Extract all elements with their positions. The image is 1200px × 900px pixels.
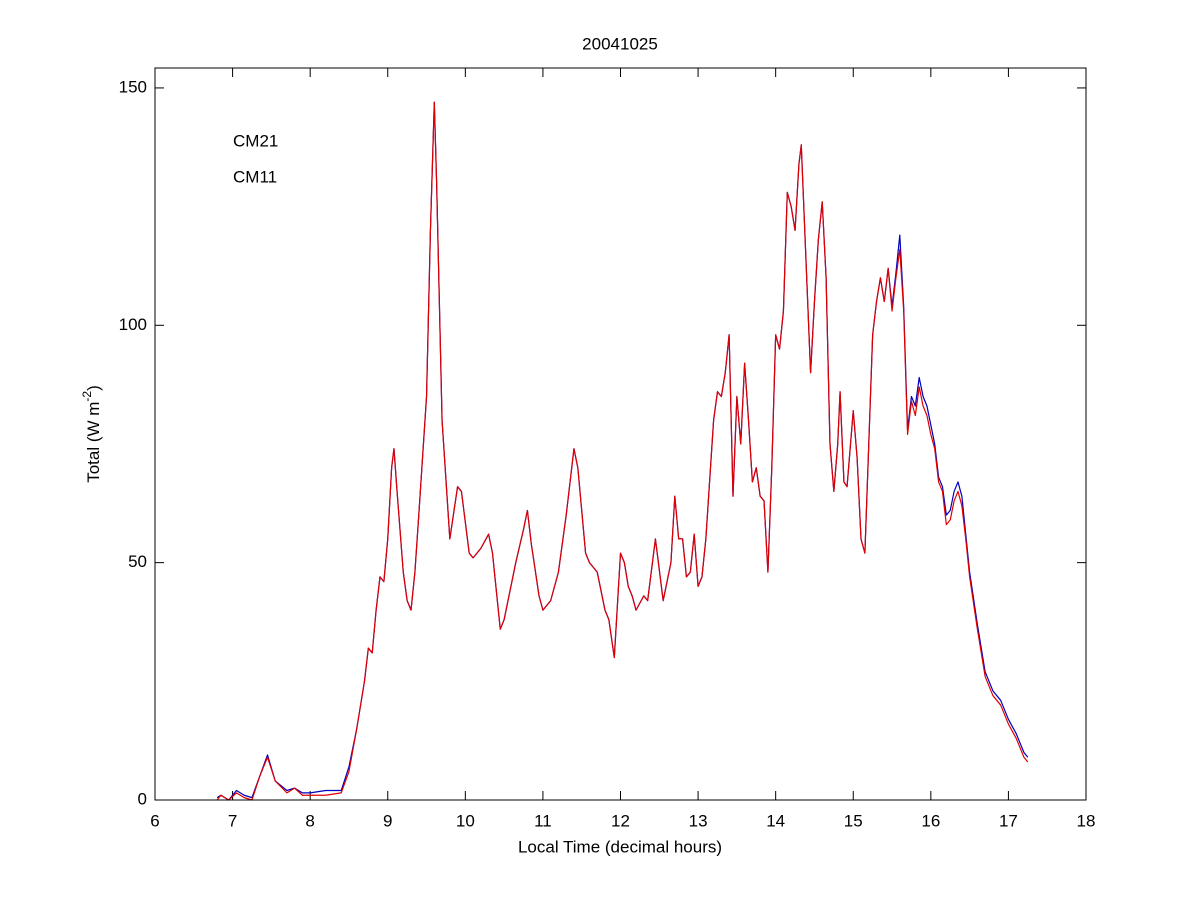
y-axis-label-end: ) [84,385,103,391]
x-axis-label: Local Time (decimal hours) [518,837,722,856]
plot-area [155,68,1086,800]
x-tick-label: 16 [921,811,940,830]
legend-entry: CM21 [233,131,278,150]
plot-frame [154,67,1087,801]
chart-title: 20041025 [582,34,658,53]
y-tick-label: 100 [119,315,147,334]
x-tick-label: 12 [611,811,630,830]
x-tick-label: 18 [1077,811,1096,830]
x-tick-label: 17 [999,811,1018,830]
x-tick-label: 9 [383,811,392,830]
legend-entry: CM11 [233,167,277,186]
x-tick-label: 15 [844,811,863,830]
y-axis-label-main: Total (W m [84,402,103,483]
x-tick-label: 13 [689,811,708,830]
y-tick-label: 50 [128,552,147,571]
data-line [216,101,1029,801]
x-tick-label: 7 [228,811,237,830]
x-tick-label: 14 [766,811,785,830]
y-axis-label: Total (W m-2) [80,385,103,483]
y-axis-label-exponent: -2 [80,391,94,402]
x-tick-label: 11 [534,811,552,830]
x-tick-label: 6 [150,811,159,830]
y-tick-label: 150 [119,77,147,96]
y-tick-label: 0 [138,789,147,808]
x-tick-label: 10 [456,811,475,830]
x-tick-label: 8 [305,811,314,830]
